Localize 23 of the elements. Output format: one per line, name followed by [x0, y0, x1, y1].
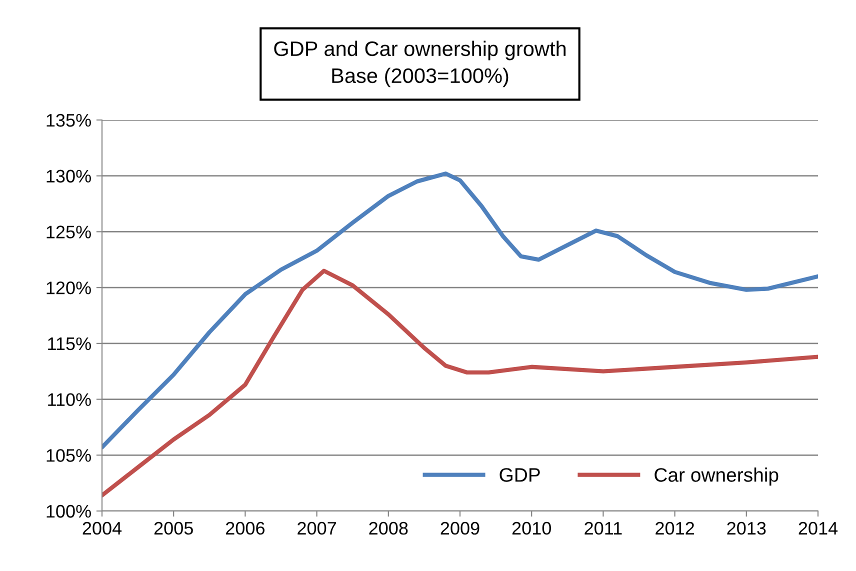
x-tick-label: 2012: [656, 522, 694, 535]
x-tick-label: 2011: [584, 522, 622, 535]
x-tick-label: 2005: [154, 522, 193, 535]
x-tick-label: 2004: [82, 522, 122, 535]
y-tick-label: 125%: [46, 226, 91, 238]
y-tick-label: 100%: [46, 504, 91, 518]
y-tick-label: 105%: [46, 449, 91, 462]
x-tick-label: 2009: [440, 522, 480, 535]
y-tick-label: 115%: [48, 337, 91, 350]
y-tick-label: 135%: [46, 114, 91, 127]
y-tick-label: 120%: [46, 282, 91, 294]
x-tick-label: 2014: [798, 522, 838, 535]
y-tick-label: 110%: [48, 393, 91, 406]
x-tick-label: 2008: [369, 522, 408, 535]
x-tick-label: 2013: [727, 522, 766, 535]
chart-title: GDP and Car ownership growth: [274, 40, 566, 60]
y-tick-label: 130%: [46, 170, 91, 183]
legend-label: GDP: [500, 468, 540, 482]
x-tick-label: 2010: [512, 522, 551, 535]
legend-label: Car ownership: [654, 468, 778, 486]
x-tick-label: 2006: [226, 522, 264, 535]
chart-subtitle: Base (2003=100%): [332, 68, 508, 88]
x-tick-label: 2007: [298, 522, 336, 535]
